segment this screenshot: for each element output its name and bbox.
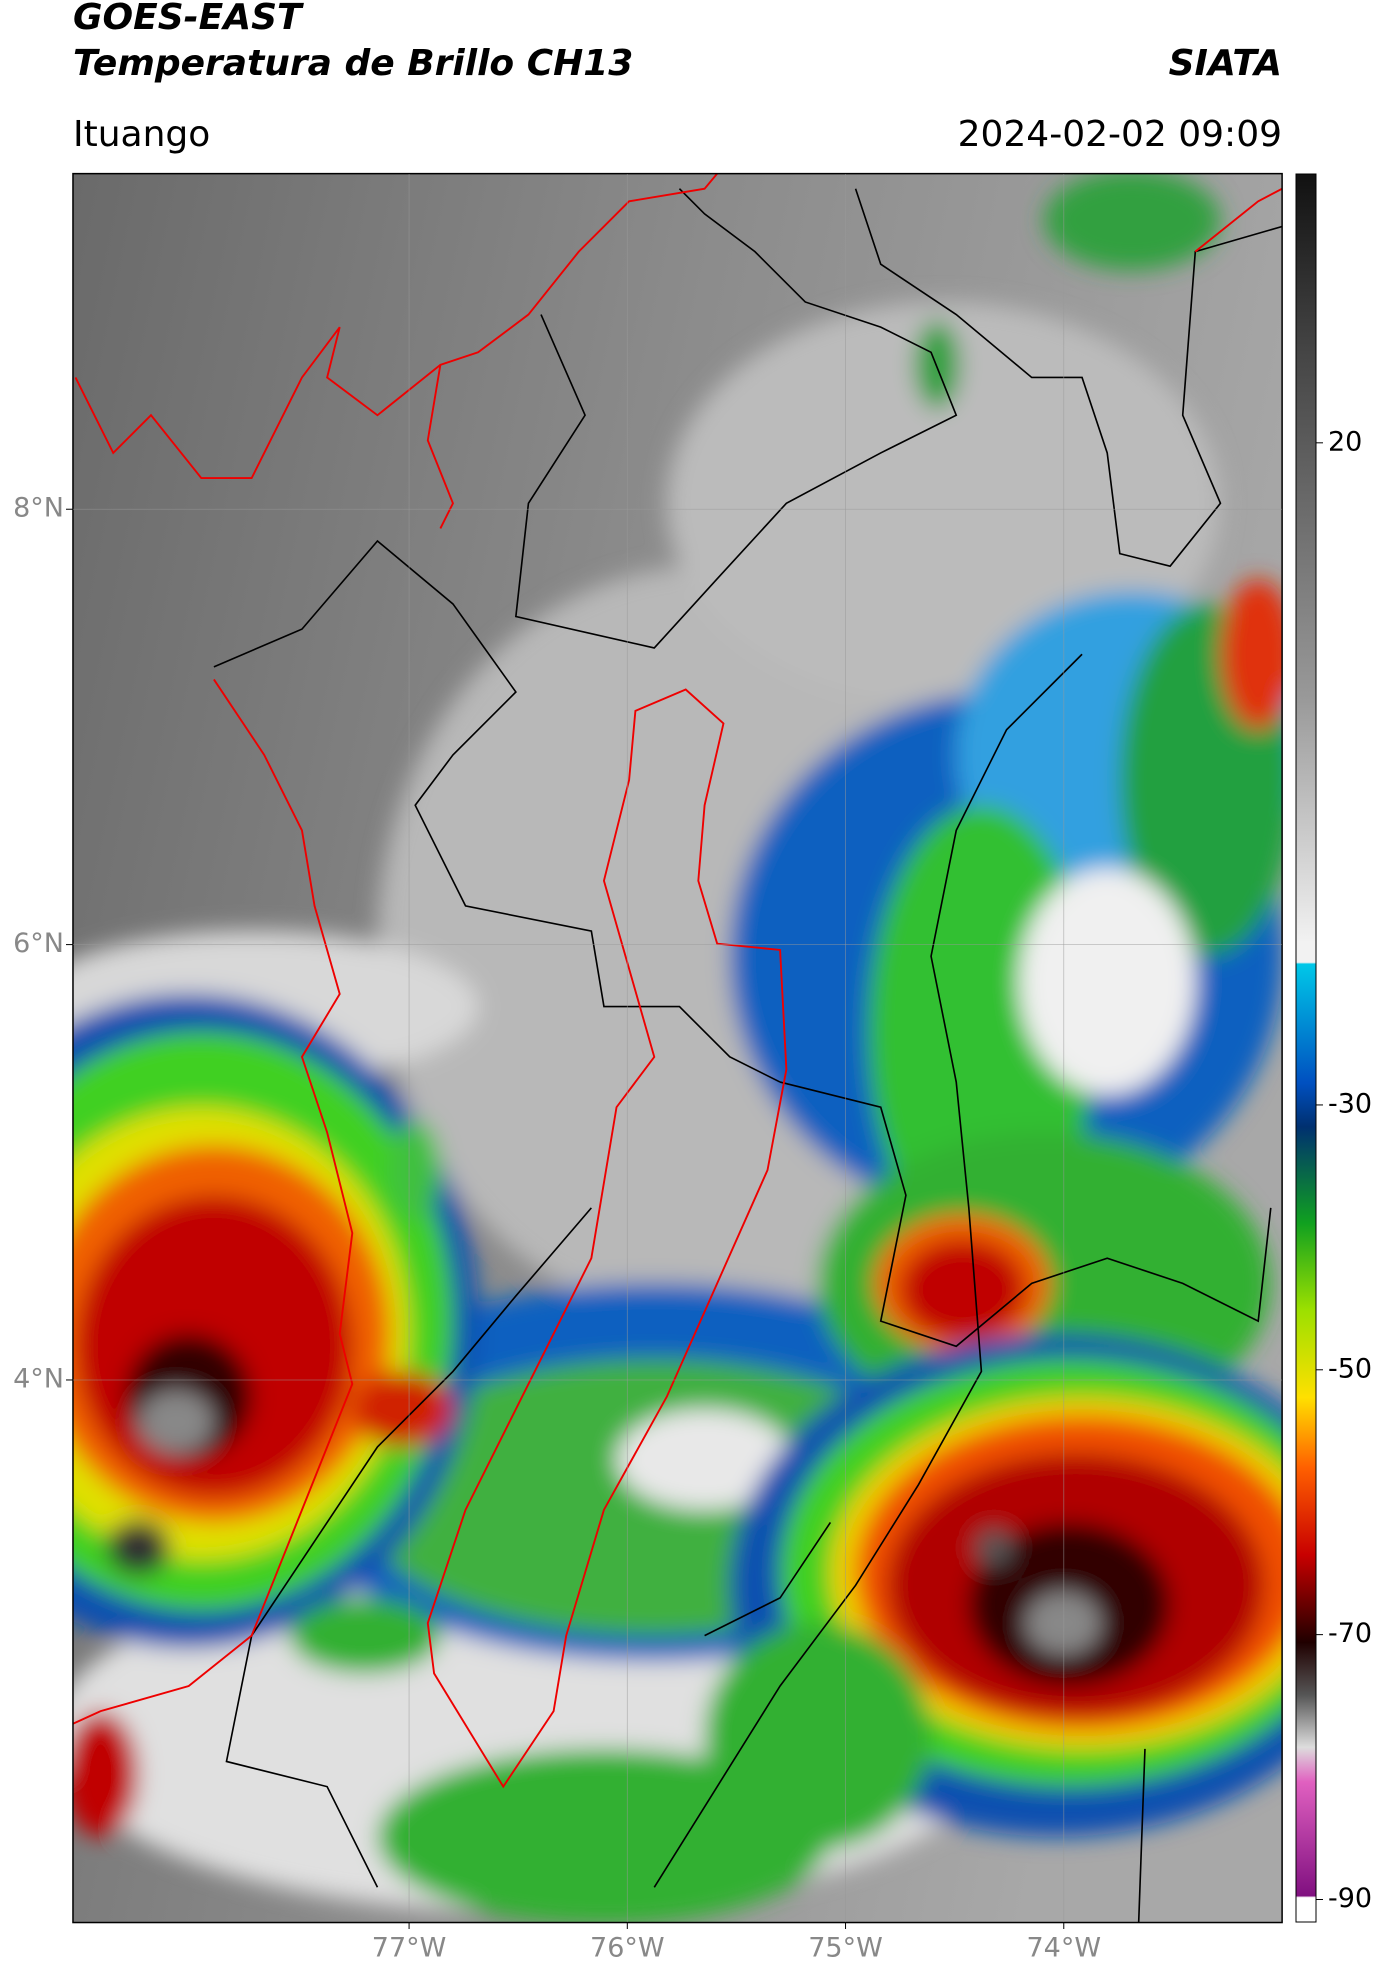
lon-tick-label: 74°W	[1026, 1933, 1101, 1964]
datetime: 2024-02-02 09:09	[958, 114, 1282, 155]
lon-tick-label: 76°W	[590, 1933, 665, 1964]
agency: SIATA	[1169, 43, 1282, 84]
colorbar-tick-label: -70	[1328, 1618, 1372, 1649]
title: GOES-EAST	[73, 0, 304, 38]
lat-tick-label: 8°N	[13, 493, 64, 524]
colorbar-tick-label: -90	[1328, 1883, 1372, 1914]
location: Ituango	[73, 114, 210, 155]
colorbar-tick-label: 20	[1328, 426, 1362, 457]
colorbar-tick-label: -50	[1328, 1353, 1372, 1384]
subtitle: Temperatura de Brillo CH13	[73, 43, 633, 84]
lon-tick-label: 77°W	[372, 1933, 447, 1964]
colorbar	[1295, 173, 1317, 1923]
lat-tick-label: 6°N	[13, 928, 64, 959]
lon-tick-label: 75°W	[808, 1933, 883, 1964]
lat-tick-label: 4°N	[13, 1363, 64, 1394]
satellite-image	[72, 172, 1283, 1924]
colorbar-tick-label: -30	[1328, 1088, 1372, 1119]
